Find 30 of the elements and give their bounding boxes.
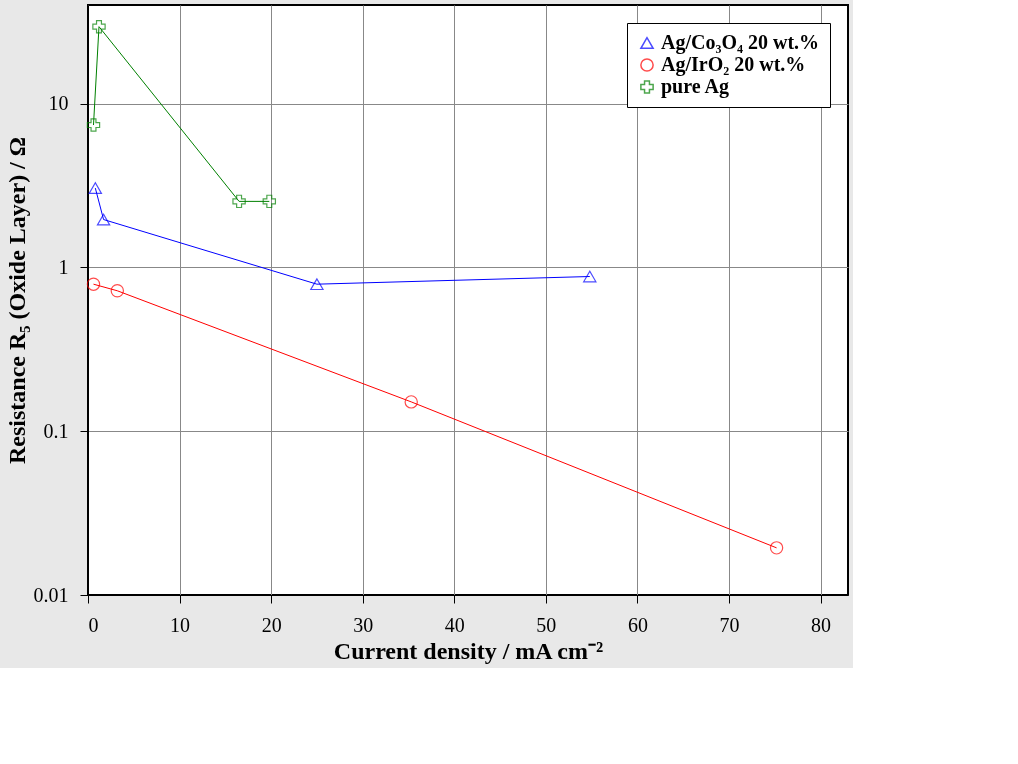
point <box>262 194 277 209</box>
y-tick-label: 0.01 <box>33 583 69 606</box>
point <box>86 277 101 291</box>
x-tick-label: 50 <box>536 613 557 636</box>
x-tick-label: 0 <box>88 613 99 636</box>
x-tick-label: 80 <box>811 613 832 636</box>
x-axis-title: Current density / mA cm⁻² <box>333 637 604 664</box>
x-tick-label: 20 <box>261 613 282 636</box>
point <box>404 395 418 409</box>
point <box>92 19 106 34</box>
point <box>232 194 246 209</box>
y-tick-label: 1 <box>58 255 69 278</box>
point <box>769 541 784 555</box>
x-tick-label: 40 <box>444 613 465 636</box>
x-tick-label: 60 <box>627 613 648 636</box>
y-tick-label: 0.1 <box>43 419 69 442</box>
x-tick-label: 70 <box>719 613 740 636</box>
legend-label: Ag/Co₃O₄ 20 wt.% <box>661 31 820 54</box>
point <box>96 213 111 226</box>
point <box>310 278 324 291</box>
point <box>86 118 101 132</box>
x-tick-label: 10 <box>170 613 191 636</box>
y-tick-label: 10 <box>48 92 69 115</box>
point <box>583 270 597 283</box>
point <box>110 284 125 298</box>
y-axis-title: Resistance R₅ (Oxide Layer) / Ω <box>3 136 30 465</box>
legend-label: pure Ag <box>661 75 729 98</box>
x-tick-label: 30 <box>353 613 374 636</box>
point <box>88 182 103 194</box>
legend-label: Ag/IrO₂ 20 wt.% <box>661 53 806 76</box>
